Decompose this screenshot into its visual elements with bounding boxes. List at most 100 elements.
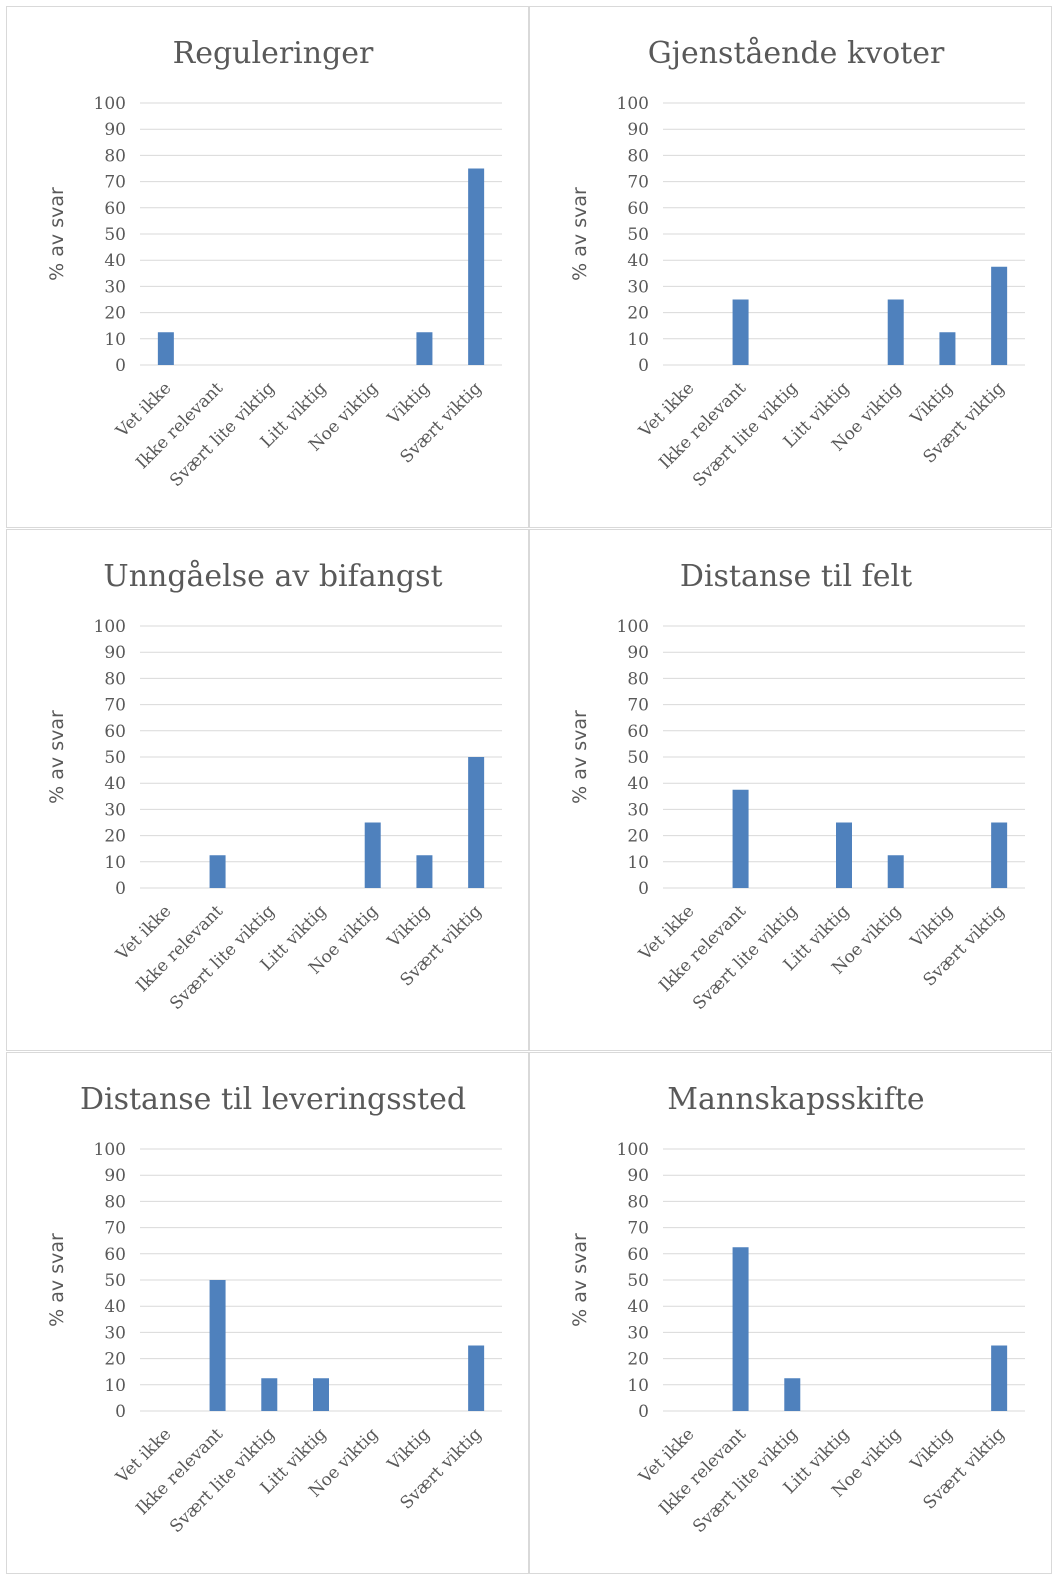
y-tick-label: 40 (104, 774, 126, 794)
y-tick-label: 60 (104, 1245, 126, 1265)
bar (991, 266, 1008, 365)
y-tick-label: 90 (104, 643, 126, 663)
y-tick-label: 20 (104, 827, 126, 847)
chart-title: Gjenstående kvoter (648, 36, 945, 71)
y-tick-label: 60 (104, 722, 126, 742)
bar (991, 822, 1008, 888)
y-tick-label: 90 (627, 1166, 649, 1186)
y-tick-label: 30 (627, 800, 649, 820)
y-tick-label: 80 (104, 669, 126, 689)
y-tick-label: 0 (638, 356, 649, 376)
y-tick-label: 0 (638, 879, 649, 899)
bar (784, 1378, 801, 1411)
chart-panel: Reguleringer 0 10 20 30 40 50 60 70 80 90 100 % av s… (6, 6, 529, 528)
y-tick-label: 0 (115, 356, 126, 376)
y-tick-label: 0 (115, 879, 126, 899)
bar (209, 1280, 226, 1411)
y-tick-label: 70 (104, 1219, 126, 1239)
y-tick-label: 30 (627, 1323, 649, 1343)
y-tick-label: 40 (104, 1297, 126, 1317)
bar-chart: Unngåelse av bifangst 0 10 20 30 40 50 60 70 80 90… (46, 559, 502, 1014)
chart-title: Distanse til felt (680, 559, 912, 594)
y-tick-label: 50 (104, 748, 126, 768)
y-tick-label: 80 (104, 1192, 126, 1212)
bar (209, 855, 226, 888)
y-tick-label: 30 (627, 277, 649, 297)
bar-chart: Reguleringer 0 10 20 30 40 50 60 70 80 90 100 % av s… (46, 36, 502, 491)
y-tick-label: 70 (104, 173, 126, 193)
y-axis-label: % av svar (46, 1233, 68, 1327)
chart-title: Unngåelse av bifangst (103, 559, 442, 594)
bar-chart: Mannskapsskifte 0 10 20 30 40 50 60 70 80 90 100 % a… (569, 1082, 1025, 1537)
y-tick-label: 10 (104, 853, 126, 873)
y-tick-label: 80 (627, 669, 649, 689)
y-tick-label: 50 (104, 1271, 126, 1291)
bar (313, 1378, 329, 1411)
y-tick-label: 100 (94, 1140, 126, 1160)
bar (157, 332, 174, 365)
y-tick-label: 0 (115, 1402, 126, 1422)
y-tick-label: 90 (104, 120, 126, 140)
y-tick-label: 90 (104, 1166, 126, 1186)
x-tick-label: Viktig (383, 378, 434, 429)
y-tick-label: 20 (104, 304, 126, 324)
y-tick-label: 60 (627, 722, 649, 742)
chart-panel: Distanse til leveringssted 0 10 20 30 40 50 60 7… (6, 1052, 529, 1574)
y-tick-label: 20 (627, 1350, 649, 1370)
x-tick-label: Viktig (906, 1424, 957, 1475)
y-tick-label: 30 (104, 800, 126, 820)
bar (468, 168, 485, 365)
chart-panel: Mannskapsskifte 0 10 20 30 40 50 60 70 80 90 100 % a… (529, 1052, 1052, 1574)
y-tick-label: 40 (627, 774, 649, 794)
y-tick-label: 10 (627, 330, 649, 350)
y-tick-label: 10 (627, 1376, 649, 1396)
y-tick-label: 20 (104, 1350, 126, 1370)
bar (732, 1247, 749, 1411)
bar (364, 822, 381, 888)
y-tick-label: 40 (627, 251, 649, 271)
y-tick-label: 40 (104, 251, 126, 271)
y-tick-label: 0 (638, 1402, 649, 1422)
y-tick-label: 30 (104, 277, 126, 297)
chart-title: Reguleringer (173, 36, 374, 71)
bar (887, 299, 904, 365)
y-tick-label: 70 (627, 696, 649, 716)
y-tick-label: 20 (627, 304, 649, 324)
chart-title: Distanse til leveringssted (80, 1082, 466, 1117)
bar-chart: Distanse til felt 0 10 20 30 40 50 60 70 80 90 100%… (569, 559, 1025, 1014)
y-tick-label: 70 (627, 173, 649, 193)
y-tick-label: 10 (627, 853, 649, 873)
bar (416, 332, 433, 365)
bar (468, 1345, 485, 1411)
bar (468, 757, 485, 888)
y-axis-label: % av svar (46, 710, 68, 804)
y-tick-label: 90 (627, 120, 649, 140)
y-axis-label: % av svar (569, 710, 591, 804)
bar (416, 855, 433, 888)
y-axis-label: % av svar (569, 187, 591, 281)
bar-chart: Distanse til leveringssted 0 10 20 30 40 50 60 7… (46, 1082, 502, 1537)
y-tick-label: 100 (94, 94, 126, 114)
bar (887, 855, 904, 888)
chart-panel: Gjenstående kvoter 0 10 20 30 40 50 60 70 80 90 100… (529, 6, 1052, 528)
bar (261, 1378, 278, 1411)
y-tick-label: 80 (627, 146, 649, 166)
y-axis-label: % av svar (569, 1233, 591, 1327)
y-tick-label: 100 (94, 617, 126, 637)
y-tick-label: 60 (104, 199, 126, 219)
y-tick-label: 70 (627, 1219, 649, 1239)
y-tick-label: 30 (104, 1323, 126, 1343)
y-tick-label: 50 (627, 748, 649, 768)
bar (939, 332, 956, 365)
x-tick-label: Viktig (906, 378, 957, 429)
y-tick-label: 10 (104, 330, 126, 350)
y-tick-label: 60 (627, 1245, 649, 1265)
y-tick-label: 10 (104, 1376, 126, 1396)
chart-panel: Unngåelse av bifangst 0 10 20 30 40 50 60 70 80 90… (6, 529, 529, 1051)
y-tick-label: 100 (617, 1140, 649, 1160)
x-tick-label: Viktig (906, 901, 957, 952)
y-axis-label: % av svar (46, 187, 68, 281)
y-tick-label: 50 (627, 225, 649, 245)
y-tick-label: 50 (104, 225, 126, 245)
y-tick-label: 60 (627, 199, 649, 219)
